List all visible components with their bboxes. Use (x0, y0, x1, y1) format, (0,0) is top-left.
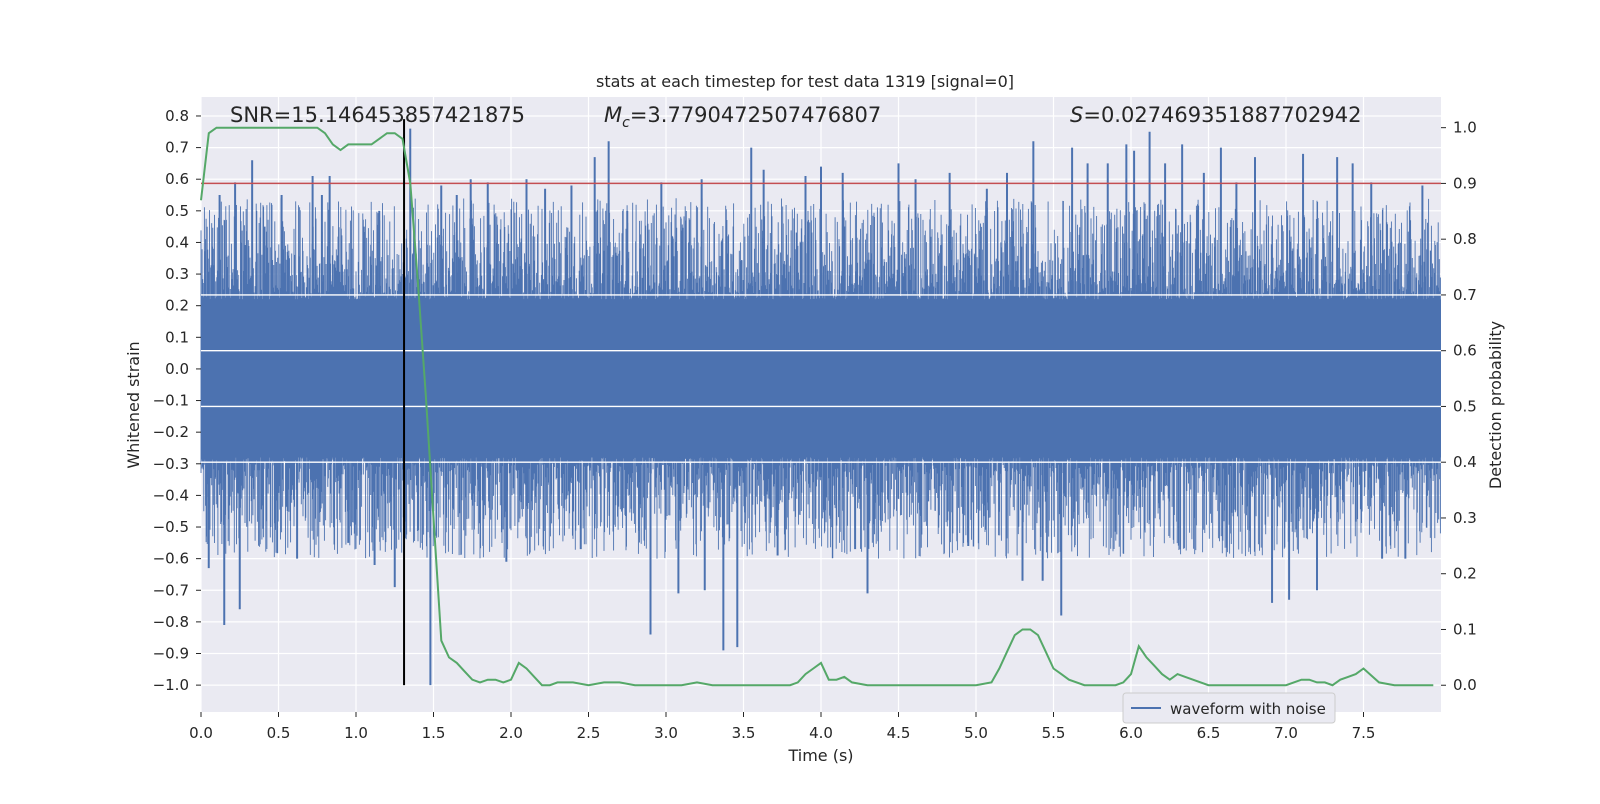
legend-box (1122, 692, 1336, 724)
x-tick-label: 5.5 (1042, 724, 1066, 742)
y-left-tick-label: 0.5 (165, 202, 189, 220)
chirp-mass-value: =3.7790472507476807 (630, 103, 881, 127)
y-right-tick-label: 0.4 (1453, 453, 1477, 471)
chirp-mass-annotation: Mc=3.7790472507476807 (604, 103, 881, 131)
y-right-tick-label: 0.7 (1453, 286, 1477, 304)
y-left-tick-label: −0.8 (153, 613, 189, 631)
probability-line (200, 126, 1434, 687)
x-tick-label: 2.5 (577, 724, 601, 742)
y-left-tick-label: −0.3 (153, 455, 189, 473)
y-left-tick-label: 0.0 (165, 360, 189, 378)
x-tick-label: 4.0 (809, 724, 833, 742)
y-left-tick-label: −1.0 (153, 676, 189, 694)
chirp-mass-subscript: c (622, 115, 630, 131)
x-tick-label: 4.5 (887, 724, 911, 742)
s-symbol: S (1070, 103, 1083, 127)
legend: waveform with noise (1122, 692, 1336, 724)
y-left-tick-label: 0.6 (165, 170, 189, 188)
x-tick-label: 2.0 (499, 724, 523, 742)
x-tick-label: 3.5 (732, 724, 756, 742)
s-annotation: S=0.027469351887702942 (1070, 103, 1361, 127)
y-right-tick-label: 0.0 (1453, 676, 1477, 694)
y-left-tick-label: 0.3 (165, 265, 189, 283)
y-left-tick-label: −0.5 (153, 518, 189, 536)
x-tick-label: 3.0 (654, 724, 678, 742)
chart-title: stats at each timestep for test data 131… (596, 72, 1014, 91)
legend-label: waveform with noise (1170, 700, 1326, 718)
y-axis-label-left: Whitened strain (124, 341, 143, 468)
y-left-tick-label: 0.1 (165, 328, 189, 346)
x-tick-label: 7.0 (1274, 724, 1298, 742)
y-right-tick-label: 0.9 (1453, 174, 1477, 192)
waveform-series (200, 128, 1441, 686)
s-value: =0.027469351887702942 (1083, 103, 1361, 127)
x-tick-label: 0.5 (267, 724, 291, 742)
axes: 0.0 0.5 1.0 1.5 2.0 2.5 3.0 3.5 4.0 4.5 5.0 5.5 6.0 6… (153, 107, 1477, 742)
x-tick-label: 1.5 (422, 724, 446, 742)
probability-series (200, 126, 1434, 687)
waveform-core (201, 299, 1441, 458)
x-tick-label: 5.0 (964, 724, 988, 742)
y-left-tick-label: −0.7 (153, 581, 189, 599)
y-right-tick-label: 1.0 (1453, 119, 1477, 137)
y-right-tick-label: 0.1 (1453, 620, 1477, 638)
y-left-tick-label: −0.2 (153, 423, 189, 441)
x-tick-label: 6.5 (1197, 724, 1221, 742)
y-left-tick-label: −0.1 (153, 392, 189, 410)
y-right-tick-label: 0.3 (1453, 509, 1477, 527)
y-axis-label-right: Detection probability (1486, 321, 1505, 489)
chirp-mass-symbol: M (604, 103, 622, 127)
y-right-tick-label: 0.6 (1453, 342, 1477, 360)
snr-annotation: SNR=15.146453857421875 (230, 103, 525, 127)
y-left-tick-label: 0.8 (165, 107, 189, 125)
y-right-tick-label: 0.2 (1453, 565, 1477, 583)
overlay-lines (201, 119, 1441, 686)
y-left-tick-label: 0.7 (165, 139, 189, 157)
x-tick-label: 6.0 (1119, 724, 1143, 742)
x-axis-label: Time (s) (787, 746, 853, 765)
y-left-tick-label: 0.4 (165, 233, 189, 251)
y-left-tick-label: −0.4 (153, 486, 189, 504)
x-tick-label: 1.0 (344, 724, 368, 742)
x-tick-label: 0.0 (189, 724, 213, 742)
y-left-tick-label: −0.6 (153, 550, 189, 568)
y-left-tick-label: 0.2 (165, 297, 189, 315)
x-tick-label: 7.5 (1352, 724, 1376, 742)
y-right-tick-label: 0.8 (1453, 230, 1477, 248)
y-left-tick-label: −0.9 (153, 645, 189, 663)
y-right-tick-label: 0.5 (1453, 397, 1477, 415)
